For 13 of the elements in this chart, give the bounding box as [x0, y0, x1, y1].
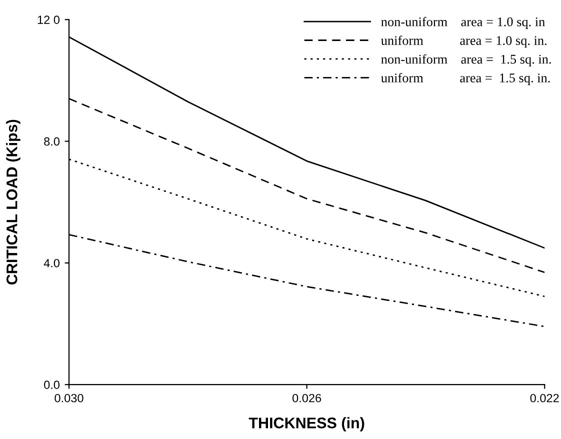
x-tick-label: 0.022	[530, 394, 559, 402]
x-tick-label: 0.030	[54, 394, 84, 402]
y-tick-label: 4.0	[44, 258, 60, 268]
legend-label: uniform area = 1.5 sq. in.	[381, 72, 550, 86]
y-tick-label: 12 0	[38, 16, 60, 24]
legend-label: non-uniform area = 1.5 sq. in.	[381, 54, 551, 66]
x-axis-title: THICKNESS (in)	[248, 417, 364, 432]
x-tick-label: 0.026	[292, 394, 322, 402]
legend-label: non-uniform area = 1.0 sq. in	[381, 16, 545, 29]
y-axis-title: CRITICAL LOAD (Kips)	[6, 120, 20, 285]
y-tick-label: 0.0	[44, 380, 60, 389]
legend-label: uniform area = 1.0 sq. in.	[381, 36, 546, 48]
y-tick-label: 8.0	[44, 137, 60, 146]
